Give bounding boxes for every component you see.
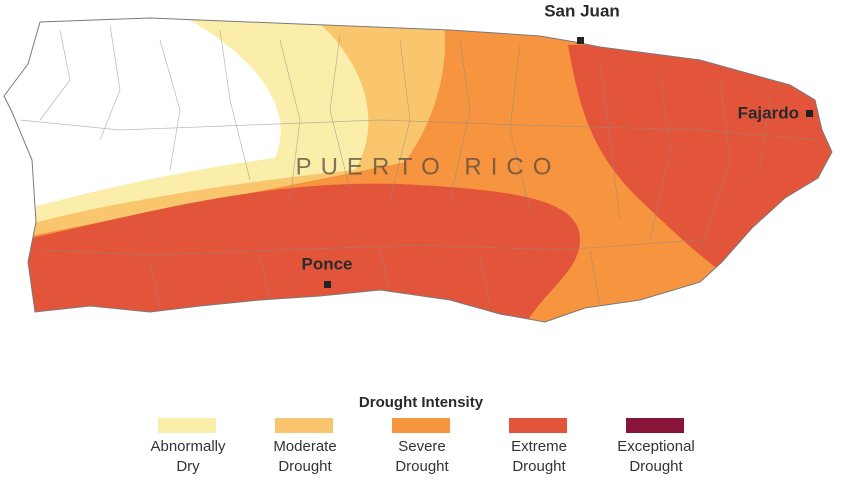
legend-swatch (626, 418, 684, 433)
legend-swatch (509, 418, 567, 433)
legend-swatch (158, 418, 216, 433)
legend-label: Exceptional (617, 438, 695, 455)
city-marker (577, 37, 584, 44)
legend-swatch (392, 418, 450, 433)
legend-label: Drought (395, 458, 449, 475)
legend-label: Abnormally (150, 438, 226, 455)
legend-label: Drought (512, 458, 566, 475)
legend-swatch (275, 418, 333, 433)
legend-label: Drought (278, 458, 332, 475)
legend-label: Drought (629, 458, 683, 475)
legend: Abnormally Dry Moderate Drought Severe Drough… (150, 418, 695, 475)
city-marker (324, 281, 331, 288)
legend-label: Extreme (511, 438, 567, 455)
region-label: PUERTO RICO (296, 153, 561, 180)
legend-title: Drought Intensity (359, 394, 484, 411)
city-marker (806, 110, 813, 117)
city-label: Ponce (301, 254, 352, 273)
legend-label: Moderate (273, 438, 336, 455)
city-label: Fajardo (738, 103, 799, 122)
legend-label: Severe (398, 438, 446, 455)
city-label: San Juan (544, 1, 620, 20)
legend-label: Dry (176, 458, 200, 475)
